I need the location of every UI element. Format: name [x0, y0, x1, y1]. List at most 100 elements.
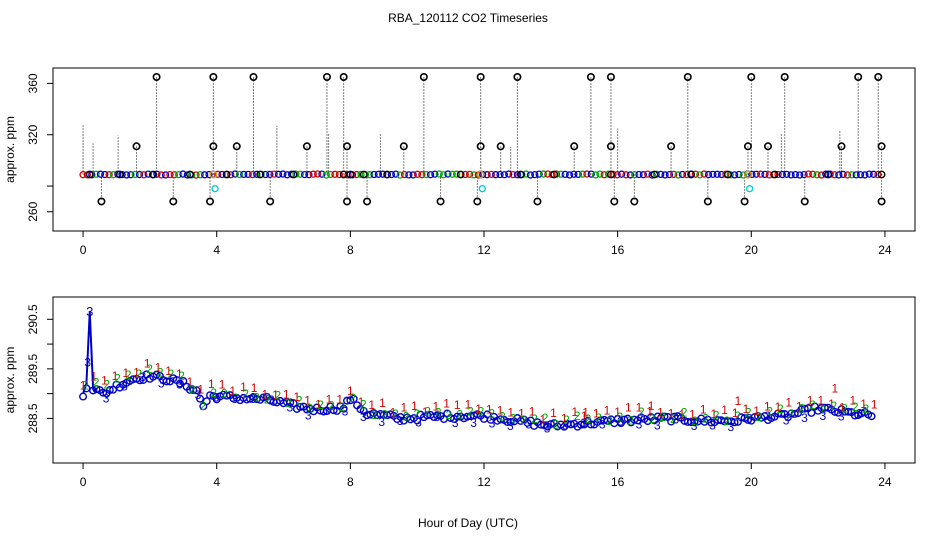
series-1-label: 1: [400, 401, 407, 415]
baseline-point: [431, 170, 439, 178]
baseline-point: [201, 171, 209, 179]
baseline-point: [157, 171, 165, 179]
baseline-point: [331, 170, 339, 178]
series-3-label: 3: [654, 418, 661, 432]
series-1-label: 1: [229, 384, 236, 398]
series-2-label: 2: [435, 405, 442, 419]
series-1-label: 1: [604, 403, 611, 417]
x-tick-label: 20: [745, 243, 759, 257]
baseline-point: [835, 171, 843, 179]
baseline-point: [500, 171, 509, 179]
chart-title: RBA_120112 CO2 Timeseries: [388, 11, 548, 25]
x-tick-label: 24: [878, 475, 892, 489]
baseline-point: [739, 171, 747, 179]
baseline-point: [153, 170, 161, 178]
series-2-label: 2: [103, 378, 110, 392]
series-3-point: [162, 377, 171, 386]
series-3-label: 3: [305, 408, 312, 422]
baseline-point: [696, 171, 704, 179]
series-1-label: 1: [251, 381, 258, 395]
baseline-point: [335, 170, 343, 179]
high-spike-point: [683, 72, 692, 81]
series-3-label: 3: [709, 418, 716, 432]
baseline-point: [704, 170, 713, 179]
series-1-label: 1: [539, 412, 546, 426]
series-2-label: 2: [232, 391, 239, 405]
baseline-point: [509, 170, 517, 179]
baseline-point: [456, 170, 465, 179]
series-1-label: 1: [390, 406, 397, 420]
series-2-label: 2: [659, 410, 666, 424]
series-1-label: 1: [593, 406, 600, 420]
series-3-label: 3: [213, 391, 220, 405]
series-1-label: 1: [336, 393, 343, 407]
y-tick-label: 289.5: [26, 354, 40, 384]
series-3-point: [99, 388, 108, 397]
series-1-label: 1: [112, 369, 119, 383]
baseline-point: [266, 170, 274, 179]
low-spike-point: [266, 197, 275, 206]
series-1-label: 1: [764, 399, 771, 413]
series-2-label: 2: [638, 405, 645, 419]
series-2-label: 2: [328, 399, 335, 413]
x-tick-label: 24: [878, 243, 892, 257]
orange-point: [476, 170, 485, 179]
series-2-label: 2: [574, 409, 581, 423]
series-1-label: 1: [155, 360, 162, 374]
series-2-label: 2: [210, 386, 217, 400]
series-3-label: 3: [397, 414, 404, 428]
series-3-point: [850, 411, 859, 420]
series-3-point: [660, 412, 669, 421]
baseline-point: [650, 170, 659, 179]
series-1-label: 1: [443, 396, 450, 410]
high-spike-point: [419, 72, 428, 81]
baseline-point: [452, 170, 461, 178]
series-2-label: 2: [221, 386, 228, 400]
x-tick-label: 12: [477, 243, 491, 257]
series-1-label: 1: [711, 407, 718, 421]
series-1-label: 1: [272, 388, 279, 402]
low-spike-point: [343, 197, 352, 206]
series-1-label: 1: [871, 397, 878, 411]
low-spike-point: [363, 197, 372, 206]
series-3-label: 3: [250, 392, 257, 406]
low-spike-point: [473, 197, 482, 206]
x-tick-label: 0: [80, 243, 87, 257]
baseline-point: [222, 170, 231, 179]
series-1-label: 1: [507, 405, 514, 419]
series-1-label: 1: [454, 398, 461, 412]
mid-spike-point: [877, 142, 886, 151]
high-spike-point: [780, 72, 789, 81]
series-3-point: [105, 386, 114, 395]
y-axis-label: approx. ppm: [3, 347, 17, 414]
series-2-label: 2: [403, 409, 410, 423]
series-3-point: [867, 412, 876, 421]
series-3-point: [620, 415, 629, 424]
series-3-label: 3: [801, 411, 808, 425]
baseline-point: [392, 170, 400, 178]
series-1-label: 1: [294, 390, 301, 404]
series-2-label: 2: [649, 412, 656, 426]
baseline-point: [783, 170, 791, 179]
series-3-label: 3: [838, 409, 845, 423]
baseline-point: [670, 170, 678, 179]
baseline-point: [691, 170, 700, 178]
series-3-point: [690, 418, 699, 427]
series-3-point: [433, 411, 442, 420]
series-1-label: 1: [572, 405, 579, 419]
series-1-label: 1: [753, 404, 760, 418]
series-3-peak-label: 3: [86, 304, 93, 319]
series-2-label: 2: [670, 412, 677, 426]
baseline-point: [383, 170, 392, 179]
baseline-point: [674, 171, 682, 179]
series-3-point: [339, 404, 348, 413]
series-3-label: 3: [581, 416, 588, 430]
mid-spike-point: [132, 142, 141, 151]
series-3-label: 3: [672, 413, 679, 427]
series-2-label: 2: [563, 413, 570, 427]
x-tick-label: 16: [611, 243, 625, 257]
x-tick-label: 4: [213, 243, 220, 257]
x-axis-label: Hour of Day (UTC): [418, 516, 518, 530]
series-1-label: 1: [411, 399, 418, 413]
high-spike-point: [747, 72, 756, 81]
